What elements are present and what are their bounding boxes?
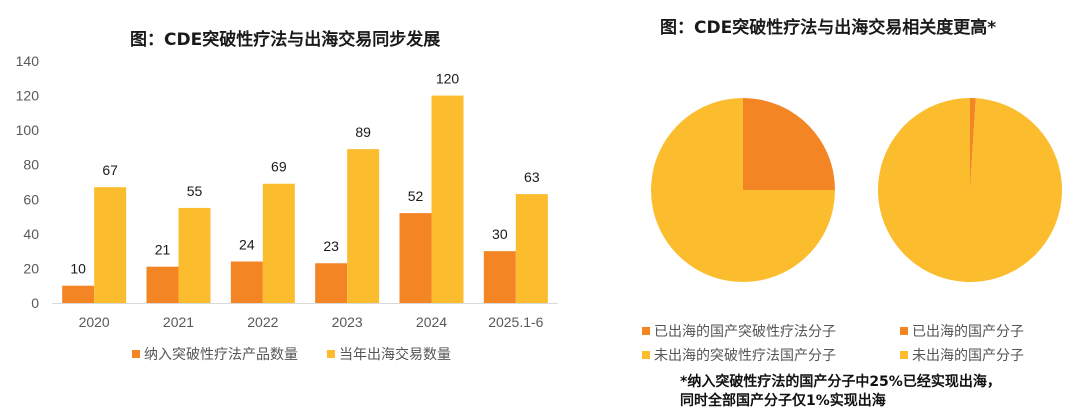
y-tick-label: 40 — [23, 226, 39, 242]
legend-label: 纳入突破性疗法产品数量 — [144, 347, 298, 363]
pie-legend-item-0-1: 未出海的突破性疗法国产分子 — [642, 345, 836, 365]
pie-legend-item-1-1: 未出海的国产分子 — [900, 345, 1024, 365]
pie-0-slice-1 — [651, 98, 835, 282]
legend-swatch — [900, 351, 908, 359]
y-tick-label: 120 — [16, 88, 40, 104]
bar-legend-item-1: 当年出海交易数量 — [327, 344, 451, 364]
bar-chart-title: 图：CDE突破性疗法与出海交易同步发展 — [130, 30, 441, 50]
x-tick-label: 2023 — [332, 314, 363, 330]
y-tick-label: 100 — [16, 122, 40, 138]
data-label: 69 — [271, 159, 287, 175]
legend-label: 已出海的国产突破性疗法分子 — [654, 324, 836, 340]
data-label: 63 — [524, 169, 540, 185]
pie-legend-item-0-0: 已出海的国产突破性疗法分子 — [642, 321, 836, 341]
legend-label: 当年出海交易数量 — [339, 347, 451, 363]
bar-deals-2023 — [347, 149, 380, 303]
y-tick-label: 60 — [23, 191, 39, 207]
data-label: 55 — [187, 183, 203, 199]
bar-legend-item-0: 纳入突破性疗法产品数量 — [132, 344, 298, 364]
x-tick-label: 2022 — [247, 314, 278, 330]
y-tick-label: 20 — [23, 260, 39, 276]
y-tick-label: 0 — [31, 295, 39, 311]
data-label: 120 — [436, 71, 460, 87]
bar-deals-2024 — [431, 95, 464, 303]
pie-0-slice-0 — [743, 98, 835, 190]
data-label: 24 — [239, 237, 255, 253]
legend-swatch — [642, 327, 650, 335]
legend-swatch — [642, 351, 650, 359]
footnote-line-1: *纳入突破性疗法的国产分子中25%已经实现出海， — [680, 374, 1001, 390]
footnote-line-2: 同时全部国产分子仅1%实现出海 — [680, 393, 886, 409]
y-tick-label: 80 — [23, 157, 39, 173]
y-tick-label: 140 — [16, 53, 40, 69]
data-label: 10 — [70, 261, 86, 277]
data-label: 21 — [155, 242, 171, 258]
legend-swatch — [327, 350, 335, 358]
pie-chart-title: 图：CDE突破性疗法与出海交易相关度更高* — [660, 18, 997, 38]
x-tick-label: 2025.1-6 — [488, 314, 543, 330]
bar-deals-2025.1-6 — [515, 194, 548, 303]
data-label: 52 — [408, 188, 424, 204]
pie-legend-item-1-0: 已出海的国产分子 — [900, 321, 1024, 341]
legend-label: 未出海的国产分子 — [912, 348, 1024, 364]
data-label: 89 — [355, 124, 371, 140]
bar-breakthrough-2022 — [230, 261, 263, 303]
legend-label: 未出海的突破性疗法国产分子 — [654, 348, 836, 364]
bar-deals-2022 — [262, 183, 295, 303]
data-label: 30 — [492, 226, 508, 242]
legend-label: 已出海的国产分子 — [912, 324, 1024, 340]
bar-breakthrough-2023 — [315, 263, 348, 303]
pie-footnote: *纳入突破性疗法的国产分子中25%已经实现出海， 同时全部国产分子仅1%实现出海 — [680, 373, 1001, 411]
x-tick-label: 2020 — [79, 314, 110, 330]
data-label: 67 — [102, 162, 118, 178]
bar-breakthrough-2024 — [399, 213, 432, 303]
legend-swatch — [132, 350, 140, 358]
pie-1-slice-1 — [878, 98, 1062, 282]
data-label: 23 — [323, 238, 339, 254]
x-tick-label: 2021 — [163, 314, 194, 330]
pie-1-slice-0 — [970, 98, 976, 190]
bar-breakthrough-2021 — [146, 266, 179, 303]
x-tick-label: 2024 — [416, 314, 447, 330]
bar-breakthrough-2020 — [62, 285, 95, 303]
legend-swatch — [900, 327, 908, 335]
bar-breakthrough-2025.1-6 — [483, 251, 516, 303]
bar-deals-2021 — [178, 207, 211, 303]
bar-deals-2020 — [94, 187, 127, 303]
